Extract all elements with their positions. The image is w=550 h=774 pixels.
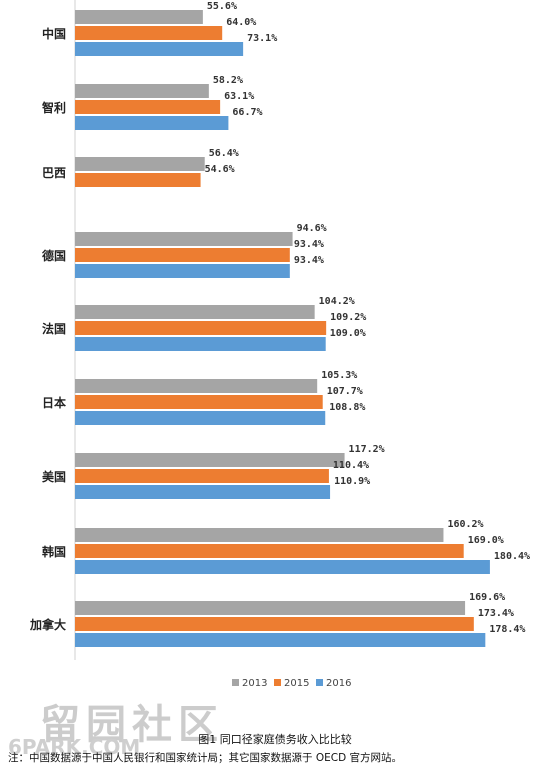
data-label: 178.4% — [489, 624, 525, 635]
category-label: 巴西 — [42, 166, 66, 180]
bar-2013 — [75, 305, 315, 319]
data-label: 160.2% — [447, 519, 483, 530]
bar-2015 — [75, 544, 464, 558]
category-label: 韩国 — [42, 544, 66, 559]
bar-2016 — [75, 560, 490, 574]
data-label: 93.4% — [294, 255, 324, 266]
legend-label: 2013 — [242, 678, 267, 689]
data-label: 64.0% — [226, 17, 256, 28]
bars-layer — [75, 10, 490, 647]
category-label: 中国 — [42, 26, 66, 41]
bar-2016 — [75, 337, 326, 351]
chart-caption: 图1 同口径家庭债务收入比比较 — [198, 733, 352, 746]
legend-swatch — [316, 679, 323, 686]
data-label: 104.2% — [319, 296, 355, 307]
bar-2013 — [75, 10, 203, 24]
data-label: 110.4% — [333, 460, 369, 471]
data-label: 54.6% — [205, 164, 235, 175]
category-label: 德国 — [42, 248, 66, 263]
data-label: 94.6% — [297, 223, 327, 234]
value-labels-layer: 55.6% 64.0% 73.1% 58.2% 63.1% 66.7% 56.4% 54.6%… — [205, 1, 530, 635]
bar-2015 — [75, 248, 290, 262]
bar-2015 — [75, 469, 329, 483]
data-label: 173.4% — [478, 608, 514, 619]
data-label: 55.6% — [207, 1, 237, 12]
data-label: 93.4% — [294, 239, 324, 250]
data-label: 105.3% — [321, 370, 357, 381]
data-label: 107.7% — [327, 386, 363, 397]
data-label: 66.7% — [232, 107, 262, 118]
bar-2015 — [75, 321, 327, 335]
bar-2013 — [75, 232, 293, 246]
bar-2016 — [75, 485, 331, 499]
bar-2015 — [75, 395, 323, 409]
category-label: 美国 — [42, 469, 66, 484]
bar-2016 — [75, 116, 229, 130]
bar-2016 — [75, 633, 486, 647]
data-label: 63.1% — [224, 91, 254, 102]
data-label: 73.1% — [247, 33, 277, 44]
category-label: 智利 — [41, 100, 66, 115]
bar-2015 — [75, 617, 474, 631]
watermark-chinese: 留园社区 — [40, 701, 224, 748]
data-label: 109.0% — [330, 328, 366, 339]
bar-2013 — [75, 528, 444, 542]
bar-2015 — [75, 100, 221, 114]
bar-2013 — [75, 84, 209, 98]
data-label: 108.8% — [329, 402, 365, 413]
data-label: 110.9% — [334, 476, 370, 487]
legend-label: 2016 — [326, 678, 351, 689]
bar-2013 — [75, 453, 345, 467]
bar-2013 — [75, 157, 205, 171]
data-label: 58.2% — [213, 75, 243, 86]
bar-2013 — [75, 379, 318, 393]
category-label: 法国 — [42, 321, 66, 336]
watermark-site: 6PARK.COM — [8, 735, 141, 759]
bar-2015 — [75, 173, 201, 187]
legend: 2013 2015 2016 — [232, 678, 351, 689]
data-label: 180.4% — [494, 551, 530, 562]
data-label: 169.0% — [468, 535, 504, 546]
data-label: 169.6% — [469, 592, 505, 603]
category-label: 加拿大 — [29, 617, 66, 632]
legend-label: 2015 — [284, 678, 309, 689]
bar-2013 — [75, 601, 466, 615]
source-note: 注：中国数据源于中国人民银行和国家统计局；其它国家数据源于 OECD 官方网站。 — [8, 752, 402, 764]
legend-swatch — [232, 679, 239, 686]
data-label: 117.2% — [349, 444, 385, 455]
bar-2015 — [75, 26, 223, 40]
data-label: 56.4% — [209, 148, 239, 159]
bar-2016 — [75, 411, 326, 425]
category-label: 日本 — [42, 395, 66, 410]
bar-2016 — [75, 264, 290, 278]
bar-2016 — [75, 42, 244, 56]
debt-income-ratio-chart: 55.6% 64.0% 73.1% 58.2% 63.1% 66.7% 56.4% 54.6%… — [29, 0, 530, 689]
legend-swatch — [274, 679, 281, 686]
data-label: 109.2% — [330, 312, 366, 323]
